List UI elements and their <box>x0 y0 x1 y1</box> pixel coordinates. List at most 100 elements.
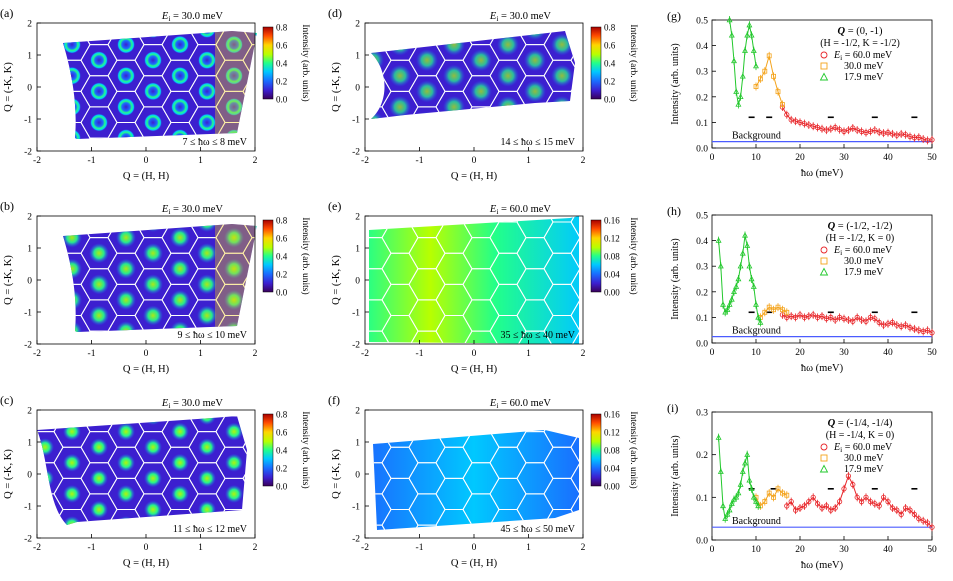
x-tick-label: -1 <box>416 543 424 553</box>
intensity-spot <box>335 158 357 180</box>
colorbar <box>590 413 602 487</box>
intensity-spot <box>198 563 216 581</box>
intensity-spot <box>144 376 162 394</box>
intensity-spot <box>389 158 411 180</box>
colorbar-label: Intensity (arb. units) <box>300 217 311 294</box>
y-tick-label: -1 <box>24 503 32 513</box>
map-fill <box>373 430 579 530</box>
y-tick-label: -1 <box>24 309 32 319</box>
panel-label: (a) <box>0 6 13 20</box>
data-point <box>726 506 733 513</box>
intensity-ring <box>90 0 108 7</box>
x-tick-label: 30 <box>839 545 849 555</box>
data-point <box>757 319 764 325</box>
series-0 <box>784 472 935 532</box>
hex-cell <box>328 572 364 581</box>
energy-range-label: 7 ≤ ħω ≤ 8 meV <box>183 137 248 148</box>
y-tick-label: -1 <box>352 116 360 126</box>
intensity-ring <box>36 0 54 7</box>
hex-cell <box>81 0 117 13</box>
panel-label: (b) <box>0 199 14 213</box>
intensity-spot <box>251 224 257 232</box>
data-point <box>898 511 904 518</box>
panel-label: (e) <box>328 199 341 213</box>
x-axis-label: Q = (H, H) <box>123 364 170 375</box>
data-point <box>867 499 873 505</box>
hex-cell <box>570 216 579 239</box>
intensity-spot <box>63 484 81 503</box>
intensity-spot <box>144 500 162 519</box>
colorbar-tick-label: 0.4 <box>276 446 288 456</box>
intensity-spot <box>524 49 546 72</box>
hex-cell <box>54 572 90 581</box>
intensity-spot <box>9 547 27 565</box>
intensity-spot <box>443 64 465 87</box>
colorbar-tick-label: 0.2 <box>276 464 287 474</box>
data-point <box>832 317 838 323</box>
hex-cell <box>328 154 364 185</box>
hex-cell <box>243 362 279 393</box>
hex-cell <box>570 268 579 301</box>
data-point <box>819 505 825 511</box>
y-tick-label: 0 <box>27 471 32 481</box>
data-point <box>872 501 878 507</box>
data-point <box>806 499 812 505</box>
legend-marker <box>820 62 828 70</box>
data-point <box>854 314 860 321</box>
data-point <box>735 101 742 107</box>
intensity-ring <box>63 160 81 178</box>
intensity-ring <box>198 51 216 70</box>
intensity-spot <box>335 127 357 149</box>
intensity-spot <box>89 243 109 264</box>
panel-label: (f) <box>328 393 340 407</box>
intensity-spot <box>117 391 135 409</box>
y-tick-label: 0.2 <box>696 93 708 103</box>
x-tick-label: 0 <box>710 545 715 555</box>
hex-cell <box>81 362 117 393</box>
map-panel-d: (d) Ei = 30.0 meV -2 -1 0 1 2 2 1 0 -1 -2 14 ≤ ħω ≤ … <box>328 0 639 200</box>
hex-cell <box>162 572 198 581</box>
intensity-spot <box>470 49 492 72</box>
hex-cell <box>517 169 553 200</box>
intensity-spot <box>470 0 492 9</box>
hex-cell <box>544 572 580 581</box>
hex-cell <box>81 369 117 400</box>
hex-cell <box>243 369 279 400</box>
intensity-spot <box>198 376 216 394</box>
hex-cell <box>382 541 418 572</box>
y-tick-label: 1 <box>27 52 32 62</box>
intensity-spot <box>90 438 108 457</box>
intensity-spot <box>224 352 244 372</box>
intensity-ring <box>252 31 257 38</box>
hex-cell <box>0 572 36 581</box>
data-point <box>881 494 887 500</box>
legend-label: Ei = 60.0 meV <box>833 50 893 62</box>
x-tick-label: 2 <box>581 543 586 553</box>
x-tick-label: 10 <box>751 348 761 358</box>
series-2 <box>726 16 759 109</box>
intensity-ring <box>252 176 270 194</box>
colorbar-tick-label: 0.4 <box>276 59 288 69</box>
y-tick-label: -1 <box>352 309 360 319</box>
data-point <box>762 499 768 504</box>
data-point <box>845 127 851 133</box>
background-label: Background <box>732 326 781 337</box>
intensity-spot <box>117 422 135 441</box>
x-tick-label: -2 <box>361 156 369 166</box>
y-axis-label: Q = (-K, K) <box>3 449 14 499</box>
data-point <box>784 503 790 509</box>
ei-label: Ei = 30.0 meV <box>161 398 224 410</box>
intensity-spot <box>578 0 600 9</box>
data-point <box>903 322 909 328</box>
hex-cell <box>571 169 607 200</box>
series-2 <box>715 231 764 327</box>
intensity-spot <box>170 227 190 248</box>
intensity-spot <box>116 258 136 279</box>
data-point <box>872 316 878 322</box>
hex-cell <box>0 541 36 572</box>
data-point <box>784 309 790 315</box>
intensity-ring <box>36 176 54 194</box>
intensity-spot <box>470 80 492 103</box>
intensity-spot <box>225 422 243 441</box>
intensity-ring <box>144 113 162 132</box>
